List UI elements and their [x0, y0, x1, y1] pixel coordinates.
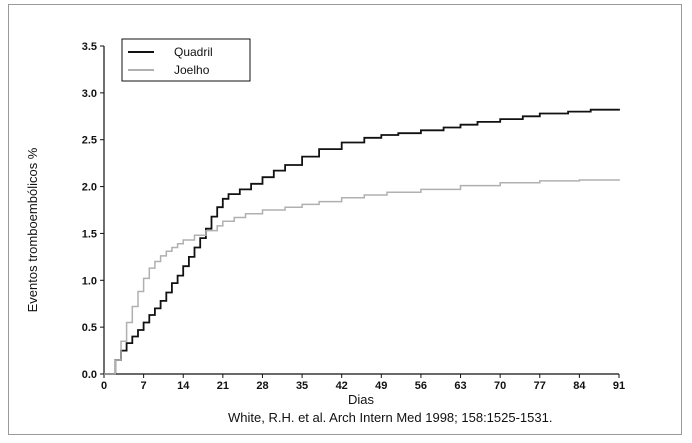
citation-text: White, R.H. et al. Arch Intern Med 1998;… [228, 410, 553, 425]
y-tick-label: 1.0 [82, 275, 97, 287]
x-tick-label: 0 [101, 380, 107, 392]
y-tick-label: 0.0 [82, 369, 97, 381]
y-tick-label: 3.0 [82, 88, 97, 100]
series-line-quadril [104, 108, 620, 375]
x-tick-label: 56 [415, 380, 427, 392]
axes: 0 7 14 21 28 35 42 49 56 63 70 77 84 91 0.0 0.5 1.0 1.5 2.… [82, 41, 625, 392]
series-layer [104, 108, 620, 375]
x-tick-label: 21 [217, 380, 229, 392]
legend: Quadril Joelho [121, 38, 251, 82]
figure-frame [8, 4, 682, 435]
legend-label-quadril: Quadril [174, 45, 213, 59]
x-tick-label: 35 [296, 380, 308, 392]
x-tick-label: 84 [573, 380, 586, 392]
x-axis-title: Dias [348, 392, 375, 407]
x-tick-label: 91 [613, 380, 625, 392]
x-tick-label: 28 [256, 380, 268, 392]
x-tick-label: 77 [534, 380, 546, 392]
x-tick-label: 14 [177, 380, 190, 392]
y-tick-label: 0.5 [82, 322, 97, 334]
y-tick-label: 2.0 [82, 182, 97, 194]
x-tick-label: 63 [454, 380, 466, 392]
x-tick-label: 70 [494, 380, 506, 392]
y-tick-label: 1.5 [82, 228, 97, 240]
x-tick-label: 7 [141, 380, 147, 392]
x-tick-label: 42 [336, 380, 348, 392]
y-tick-label: 3.5 [82, 41, 97, 53]
x-tick-label: 49 [375, 380, 387, 392]
series-line-joelho [104, 179, 620, 375]
y-axis-title: Eventos tromboembólicos % [25, 147, 40, 312]
legend-box [121, 38, 251, 82]
legend-label-joelho: Joelho [174, 63, 210, 77]
y-tick-label: 2.5 [82, 135, 97, 147]
